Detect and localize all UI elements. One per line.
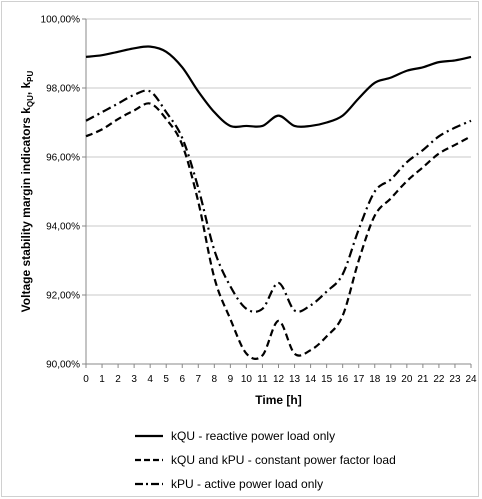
x-tick-label: 9 — [228, 374, 234, 385]
x-tick-label: 16 — [337, 374, 349, 385]
legend-label: kPU - active power load only — [171, 477, 324, 491]
x-tick-label: 3 — [131, 374, 137, 385]
y-tick-label: 96,00% — [46, 153, 80, 164]
x-tick-label: 24 — [465, 374, 477, 385]
x-tick-label: 15 — [321, 374, 333, 385]
x-tick-label: 2 — [115, 374, 121, 385]
x-tick-label: 13 — [289, 374, 301, 385]
legend-item: kPU - active power load only — [135, 472, 465, 496]
series-kpu-active-line — [85, 89, 472, 313]
x-tick-label: 22 — [433, 374, 445, 385]
y-tick-labels: 90,00% 92,00% 94,00% 96,00% 98,00% 100,00% — [41, 15, 86, 371]
x-tick-label: 17 — [353, 374, 365, 385]
series-constant-power-factor-line — [85, 102, 472, 360]
x-tick-label: 14 — [305, 374, 317, 385]
legend-swatch — [135, 458, 163, 462]
x-tick-label: 23 — [449, 374, 461, 385]
x-tick-label: 5 — [163, 374, 169, 385]
x-tick-label: 11 — [257, 374, 268, 385]
y-axis-label-sub1: QU — [26, 95, 35, 107]
legend-item: kQU and kPU - constant power factor load — [135, 448, 465, 472]
legend-label: kQU - reactive power load only — [171, 429, 336, 443]
x-axis-label: Time [h] — [255, 393, 301, 407]
x-tick-label: 19 — [385, 374, 397, 385]
legend-swatch — [135, 434, 163, 438]
y-tick-label: 98,00% — [46, 84, 80, 95]
x-tick-label: 20 — [401, 374, 413, 385]
y-tick-label: 94,00% — [46, 222, 80, 233]
x-tick-label: 10 — [241, 374, 253, 385]
x-tick-label: 21 — [417, 374, 429, 385]
legend-label: kQU and kPU - constant power factor load — [171, 453, 396, 467]
y-axis-label-sep: , k — [19, 81, 33, 95]
x-tick-label: 0 — [83, 374, 89, 385]
x-tick-label: 12 — [273, 374, 285, 385]
x-tick-label: 7 — [196, 374, 202, 385]
y-axis-label-sub2: PU — [26, 70, 35, 81]
x-tick-label: 18 — [369, 374, 381, 385]
x-tick-label: 6 — [179, 374, 185, 385]
y-tick-label: 100,00% — [41, 15, 81, 26]
x-tick-label: 4 — [147, 374, 153, 385]
y-tick-label: 90,00% — [46, 360, 80, 371]
x-tick-labels: 0 1 2 3 4 5 6 7 8 9 10 11 12 13 14 15 16 17 18 19 20 21 22 23 24 — [83, 364, 477, 385]
y-axis-label: Voltage stability margin indicators kQU,… — [19, 70, 35, 312]
legend: kQU - reactive power load only kQU and kP… — [135, 424, 465, 496]
legend-item: kQU - reactive power load only — [135, 424, 465, 448]
y-axis-label-main: Voltage stability margin indicators k — [19, 107, 33, 312]
series-kqu-reactive-line — [85, 45, 472, 129]
y-tick-label: 92,00% — [46, 291, 80, 302]
axes — [85, 19, 471, 365]
x-tick-label: 1 — [99, 374, 105, 385]
x-tick-label: 8 — [212, 374, 218, 385]
legend-swatch — [135, 482, 163, 486]
gridlines — [86, 18, 471, 296]
series-lines — [85, 45, 472, 360]
